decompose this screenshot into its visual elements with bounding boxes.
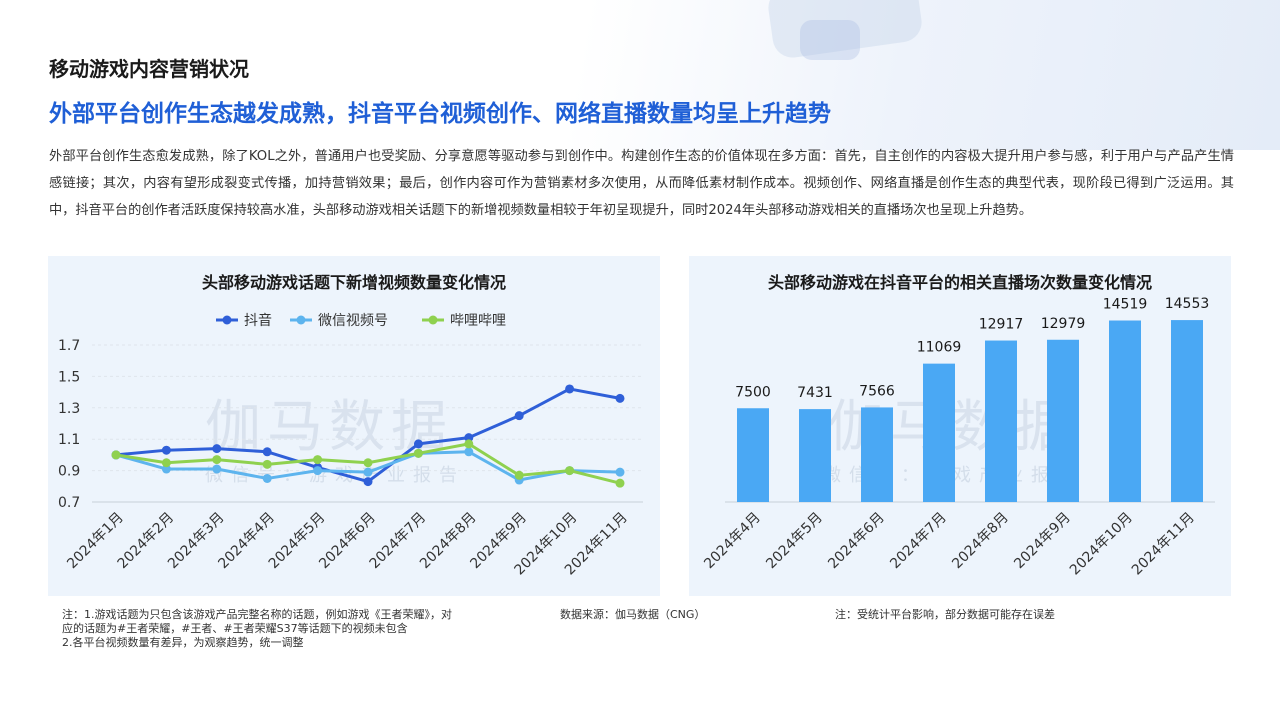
bar bbox=[861, 407, 893, 502]
x-tick-label: 2024年4月 bbox=[701, 510, 764, 573]
data-point bbox=[262, 459, 272, 469]
section-title: 移动游戏内容营销状况 bbox=[49, 57, 249, 81]
data-source: 数据来源：伽马数据（CNG） bbox=[560, 608, 706, 621]
footnote-line: 注：1.游戏话题为只包含该游戏产品完整名称的话题，例如游戏《王者荣耀》，对 bbox=[62, 608, 452, 621]
data-point bbox=[262, 473, 272, 483]
bar-chart: 伽马数据微信号：游戏产业报告头部移动游戏在抖音平台的相关直播场次数量变化情况75… bbox=[701, 273, 1215, 579]
x-tick-label: 2024年8月 bbox=[949, 510, 1012, 573]
data-point bbox=[514, 411, 524, 421]
data-point bbox=[363, 477, 373, 487]
body-paragraph: 外部平台创作生态愈发成熟，除了KOL之外，普通用户也受奖励、分享意愿等驱动参与到… bbox=[49, 149, 1234, 218]
y-tick-label: 0.7 bbox=[58, 495, 80, 511]
bar bbox=[1171, 320, 1203, 502]
y-tick-label: 0.9 bbox=[58, 464, 80, 480]
data-point bbox=[161, 464, 171, 474]
legend-label: 抖音 bbox=[244, 312, 272, 329]
data-point bbox=[514, 470, 524, 480]
x-tick-label: 2024年11月 bbox=[1129, 510, 1198, 579]
data-point bbox=[111, 450, 121, 460]
data-point bbox=[313, 455, 323, 465]
data-point bbox=[413, 448, 423, 458]
bar bbox=[923, 363, 955, 502]
data-label: 12979 bbox=[1041, 316, 1086, 332]
data-point bbox=[413, 439, 423, 449]
bar-chart-panel: 伽马数据微信号：游戏产业报告头部移动游戏在抖音平台的相关直播场次数量变化情况75… bbox=[689, 256, 1231, 596]
footnote-line: 2.各平台视频数量有差异，为观察趋势，统一调整 bbox=[62, 636, 304, 649]
data-point bbox=[161, 458, 171, 468]
y-tick-label: 1.3 bbox=[58, 401, 80, 417]
footnote-line: 应的话题为#王者荣耀，#王者、#王者荣耀S37等话题下的视频未包含 bbox=[62, 622, 408, 635]
data-point bbox=[615, 393, 625, 403]
data-point bbox=[565, 466, 575, 476]
data-point bbox=[464, 433, 474, 443]
y-tick-label: 1.7 bbox=[58, 338, 80, 354]
x-tick-label: 2024年10月 bbox=[1067, 510, 1136, 579]
legend-label: 微信视频号 bbox=[318, 313, 388, 329]
chart-title: 头部移动游戏在抖音平台的相关直播场次数量变化情况 bbox=[768, 273, 1152, 292]
legend-marker bbox=[428, 315, 438, 325]
data-label: 7500 bbox=[735, 384, 771, 400]
data-point bbox=[212, 455, 222, 465]
data-point bbox=[212, 444, 222, 454]
data-point bbox=[161, 445, 171, 455]
x-tick-label: 2024年5月 bbox=[763, 510, 826, 573]
bar bbox=[985, 340, 1017, 502]
data-label: 11069 bbox=[917, 340, 962, 356]
x-tick-label: 2024年9月 bbox=[1011, 510, 1074, 573]
x-tick-label: 2024年7月 bbox=[887, 510, 950, 573]
data-point bbox=[464, 447, 474, 457]
data-point bbox=[464, 439, 474, 449]
footnote: 注：1.游戏话题为只包含该游戏产品完整名称的话题，例如游戏《王者荣耀》，对 应的… bbox=[62, 608, 502, 650]
data-label: 14553 bbox=[1165, 296, 1210, 312]
data-point bbox=[565, 384, 575, 394]
data-point bbox=[615, 478, 625, 488]
line-chart-panel: 伽马数据 微信号：游戏产业报告 头部移动游戏话题下新增视频数量变化情况 抖音 微信视频号… bbox=[48, 256, 660, 596]
decorative-shape bbox=[800, 20, 860, 60]
bar bbox=[737, 408, 769, 502]
y-tick-label: 1.5 bbox=[58, 369, 80, 385]
data-point bbox=[212, 464, 222, 474]
footnote-right: 注：受统计平台影响，部分数据可能存在误差 bbox=[835, 608, 1055, 621]
legend-marker bbox=[222, 315, 232, 325]
legend-label: 哔哩哔哩 bbox=[450, 313, 506, 329]
bar bbox=[1047, 339, 1079, 502]
data-point bbox=[313, 466, 323, 476]
legend-marker bbox=[296, 315, 306, 325]
data-label: 12917 bbox=[979, 317, 1024, 333]
data-point bbox=[363, 467, 373, 477]
x-tick-label: 2024年6月 bbox=[825, 510, 888, 573]
y-tick-label: 1.1 bbox=[58, 432, 80, 448]
data-label: 7566 bbox=[859, 383, 895, 399]
data-label: 14519 bbox=[1103, 297, 1148, 313]
bar bbox=[799, 409, 831, 502]
data-point bbox=[262, 447, 272, 457]
data-label: 7431 bbox=[797, 385, 833, 401]
chart-title: 头部移动游戏话题下新增视频数量变化情况 bbox=[202, 273, 506, 292]
headline: 外部平台创作生态越发成熟，抖音平台视频创作、网络直播数量均呈上升趋势 bbox=[49, 101, 831, 127]
data-point bbox=[363, 458, 373, 468]
data-point bbox=[615, 467, 625, 477]
bar bbox=[1109, 320, 1141, 502]
header-background bbox=[0, 0, 1280, 150]
